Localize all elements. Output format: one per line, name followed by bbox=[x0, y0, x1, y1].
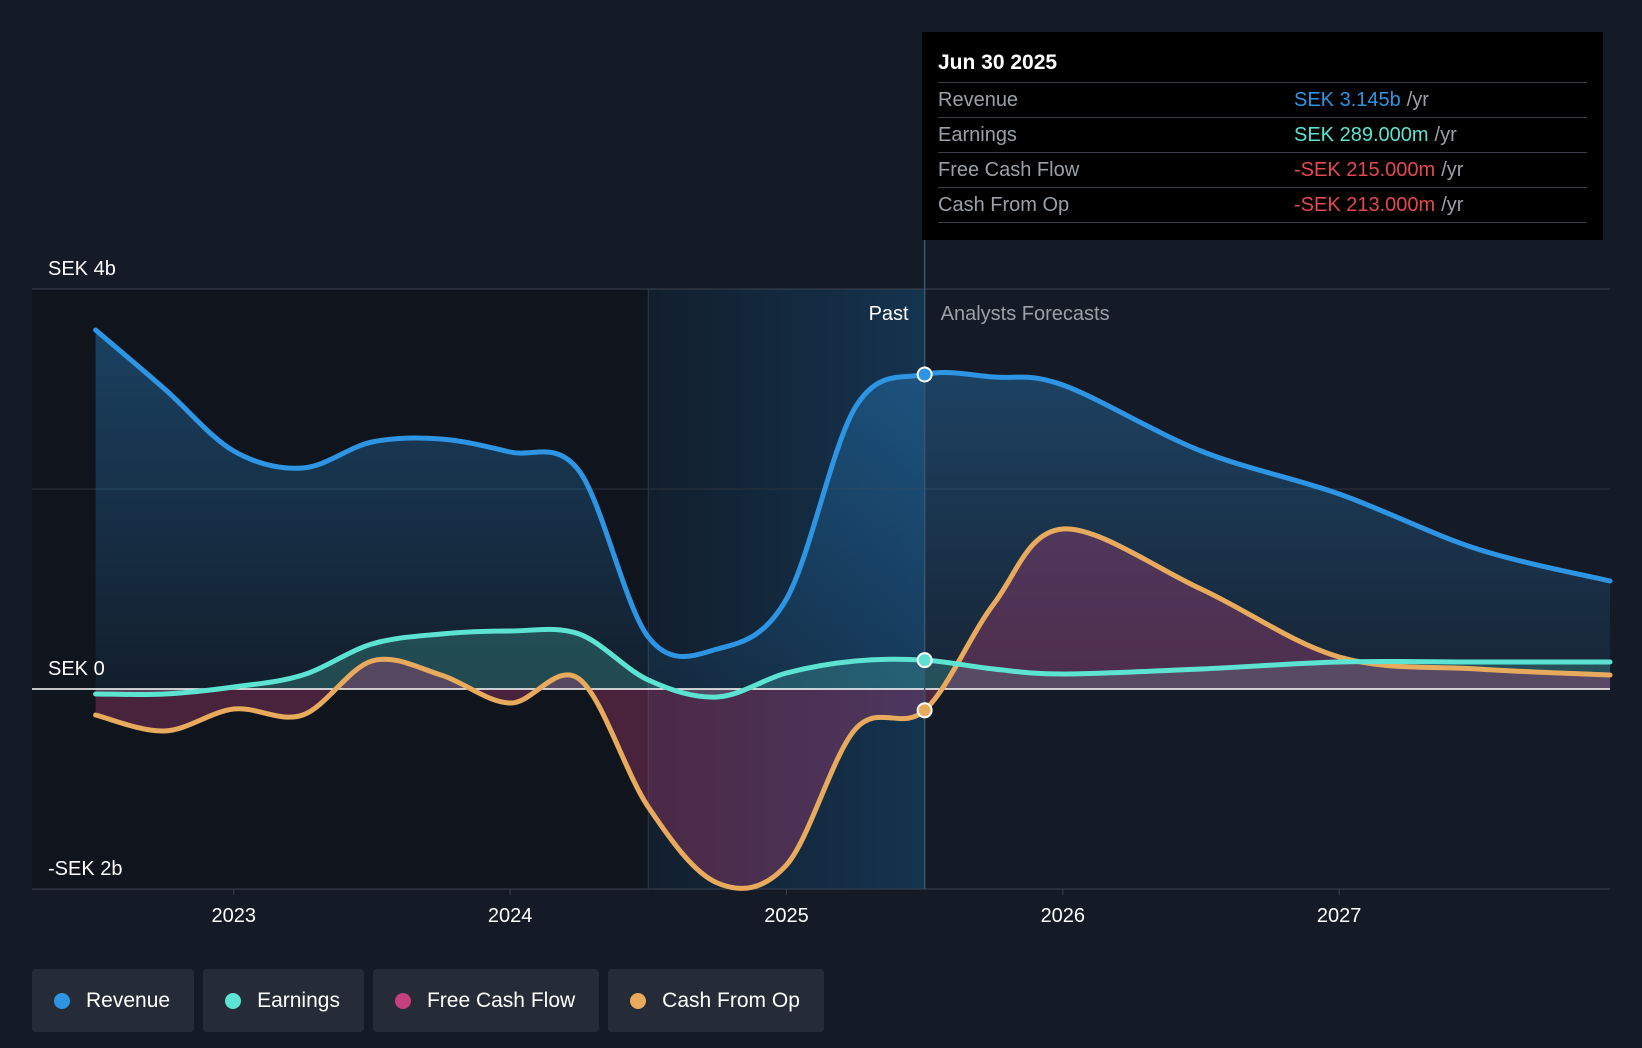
chart-legend: Revenue Earnings Free Cash Flow Cash Fro… bbox=[32, 969, 824, 1032]
legend-label: Cash From Op bbox=[662, 988, 800, 1012]
tooltip-row-free-cash-flow: Free Cash Flow -SEK 215.000m /yr bbox=[938, 153, 1587, 188]
legend-label: Free Cash Flow bbox=[426, 988, 576, 1012]
tooltip-unit: /yr bbox=[1441, 159, 1464, 181]
tooltip-date: Jun 30 2025 bbox=[938, 46, 1587, 83]
tooltip-value: SEK 3.145b bbox=[1294, 89, 1401, 111]
tooltip-unit: /yr bbox=[1406, 89, 1429, 111]
revenue-area bbox=[95, 330, 1611, 689]
legend-label: Revenue bbox=[86, 988, 171, 1012]
tooltip-unit: /yr bbox=[1434, 124, 1457, 146]
legend-dot-icon bbox=[630, 992, 647, 1009]
revenue-marker bbox=[916, 366, 933, 383]
legend-item-revenue[interactable]: Revenue bbox=[32, 969, 195, 1032]
cash-from-op-area bbox=[95, 528, 1611, 889]
legend-item-cash-from-op[interactable]: Cash From Op bbox=[608, 969, 824, 1032]
y-axis-label: SEK 0 bbox=[48, 658, 105, 680]
past-label: Past bbox=[869, 303, 909, 325]
cash-from-op-marker bbox=[916, 702, 933, 719]
tooltip-row-revenue: Revenue SEK 3.145b /yr bbox=[938, 83, 1587, 118]
tooltip-label: Free Cash Flow bbox=[938, 159, 1080, 181]
legend-dot-icon bbox=[54, 992, 70, 1009]
tooltip-label: Earnings bbox=[938, 124, 1017, 146]
tooltip-row-cash-from-op: Cash From Op -SEK 213.000m /yr bbox=[938, 188, 1587, 223]
tooltip-value: -SEK 215.000m bbox=[1294, 159, 1436, 181]
earnings-marker bbox=[916, 652, 933, 669]
legend-dot-icon bbox=[394, 992, 411, 1009]
legend-item-earnings[interactable]: Earnings bbox=[203, 969, 364, 1032]
tooltip-row-earnings: Earnings SEK 289.000m /yr bbox=[938, 118, 1587, 153]
chart-area: SEK 4b SEK 0 -SEK 2b 2023 2024 2025 2026 2027 Pa… bbox=[32, 240, 1613, 927]
x-axis-label: 2025 bbox=[764, 905, 809, 927]
data-tooltip: Jun 30 2025 Revenue SEK 3.145b /yr Earni… bbox=[922, 32, 1603, 240]
tooltip-value: -SEK 213.000m bbox=[1294, 194, 1436, 216]
x-axis-label: 2023 bbox=[211, 905, 256, 927]
y-axis-label: -SEK 2b bbox=[48, 858, 122, 880]
x-axis-label: 2027 bbox=[1317, 905, 1362, 927]
x-axis-label: 2026 bbox=[1041, 905, 1086, 927]
forecast-label: Analysts Forecasts bbox=[941, 303, 1110, 325]
y-axis-label: SEK 4b bbox=[48, 258, 116, 280]
tooltip-label: Cash From Op bbox=[938, 194, 1070, 216]
x-axis-label: 2024 bbox=[488, 905, 533, 927]
legend-item-free-cash-flow[interactable]: Free Cash Flow bbox=[372, 969, 600, 1032]
legend-label: Earnings bbox=[257, 988, 340, 1012]
revenue-line bbox=[93, 327, 1613, 659]
tooltip-value: SEK 289.000m bbox=[1294, 124, 1429, 146]
cash-from-op-line bbox=[93, 526, 1613, 891]
legend-dot-icon bbox=[225, 992, 242, 1009]
tooltip-label: Revenue bbox=[938, 89, 1019, 111]
earnings-line bbox=[93, 626, 1613, 700]
tooltip-unit: /yr bbox=[1441, 194, 1464, 216]
